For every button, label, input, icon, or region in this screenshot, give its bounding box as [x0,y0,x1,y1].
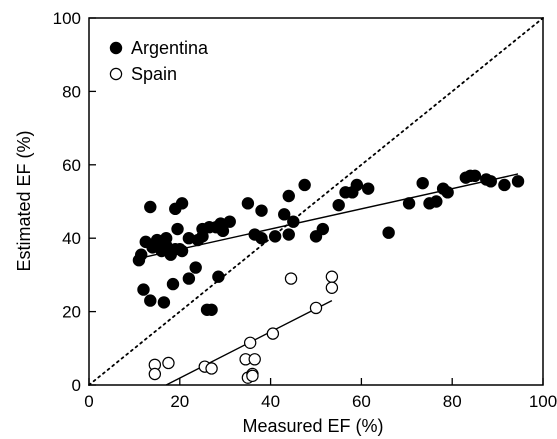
data-point-argentina [268,230,282,243]
data-point-spain [248,353,261,366]
legend-label-argentina: Argentina [131,38,209,58]
y-tick-label: 60 [62,156,81,175]
data-point-argentina [255,204,268,217]
data-point-argentina [144,200,157,214]
data-point-argentina [144,294,157,307]
x-axis-label: Measured EF (%) [242,416,383,436]
data-point-argentina [216,224,230,238]
data-point-spain [243,336,257,349]
data-point-spain [162,356,175,370]
data-point-argentina [498,178,511,192]
data-point-argentina [298,178,311,192]
data-point-argentina [332,198,345,212]
data-point-spain [205,362,218,375]
data-point-spain [266,327,280,340]
y-axis-label: Estimated EF (%) [14,130,34,271]
data-point-argentina [205,303,218,316]
data-points-group [132,169,525,384]
data-point-argentina [441,186,454,199]
data-point-argentina [350,178,364,192]
data-point-argentina [212,270,225,283]
data-point-spain [284,272,298,285]
data-point-argentina [182,272,196,285]
x-tick-label: 100 [529,392,557,411]
data-point-argentina [175,244,189,258]
data-point-argentina [282,228,295,241]
data-point-argentina [223,215,236,228]
data-point-argentina [171,222,184,236]
data-point-argentina [287,215,300,228]
legend: Argentina Spain [109,38,209,84]
data-point-argentina [316,222,330,236]
y-tick-label: 80 [62,82,81,101]
data-point-argentina [157,296,171,309]
data-point-argentina [402,197,416,210]
data-point-argentina [382,226,395,239]
data-point-spain [246,369,259,383]
data-point-argentina [159,231,173,245]
data-point-argentina [282,189,295,203]
data-point-argentina [511,175,525,188]
axis-ticks-group: 0 20 40 60 80 100 0 20 40 60 80 100 [53,9,557,411]
plot-border [88,17,544,386]
x-tick-label: 20 [170,392,189,411]
data-point-spain [325,281,339,294]
data-point-argentina [135,248,148,261]
x-tick-label: 80 [443,392,462,411]
data-point-spain [309,301,323,315]
plot-frame [88,17,544,386]
x-tick-label: 60 [352,392,371,411]
data-point-argentina [166,277,180,291]
data-point-argentina [241,197,255,210]
data-point-spain [148,367,162,381]
legend-marker-spain [109,67,123,81]
data-point-argentina [189,261,202,274]
y-tick-label: 20 [62,303,81,322]
y-tick-label: 0 [72,376,81,395]
data-point-argentina [484,175,497,188]
data-point-argentina [416,176,429,190]
data-point-argentina [278,208,291,221]
data-point-spain [325,270,339,283]
identity-line-group [88,17,544,386]
data-point-argentina [137,283,150,296]
identity-line [88,17,544,386]
x-tick-label: 0 [84,392,93,411]
data-point-argentina [175,197,189,210]
data-point-argentina [468,169,482,183]
legend-label-spain: Spain [131,64,177,84]
data-point-argentina [362,182,375,195]
data-point-argentina [255,231,268,245]
data-point-argentina [430,195,443,208]
x-tick-label: 40 [261,392,280,411]
legend-marker-argentina [109,41,123,55]
y-tick-label: 40 [62,229,81,248]
y-tick-label: 100 [53,9,81,28]
